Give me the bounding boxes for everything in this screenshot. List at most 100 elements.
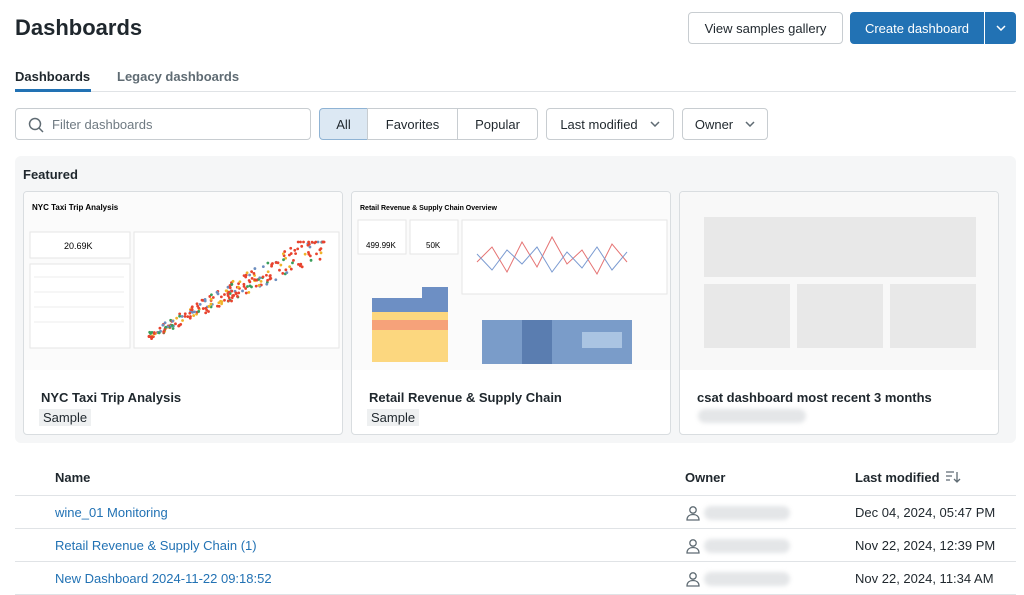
preview-dot [289,267,293,271]
preview-dot [171,319,175,323]
preview-dot [284,268,288,272]
owner-redacted [698,409,806,423]
preview-placeholder [680,192,998,370]
preview-dot [216,304,219,308]
preview-dot [288,265,292,269]
preview-dot [238,280,242,284]
preview-dot [150,337,153,341]
row-divider [15,528,1016,529]
preview-dot [201,307,205,310]
search-input[interactable]: Filter dashboards [15,108,311,140]
preview-dot [244,291,248,295]
featured-card[interactable]: NYC Taxi Trip Analysis 20.69K NYC Taxi T… [23,191,343,435]
preview-dot [244,273,248,277]
preview-dot [250,277,254,280]
preview-dot [237,291,241,295]
create-menu[interactable] [985,12,1016,44]
preview-dot [241,289,244,293]
preview-dot [278,268,281,272]
chevron [650,121,660,127]
row-divider [15,561,1016,562]
preview-dot [224,289,228,293]
card-title: Retail Revenue & Supply Chain [369,390,562,405]
preview-dot [174,322,177,326]
preview-dot [299,240,302,244]
featured-card[interactable]: csat dashboard most recent 3 months [679,191,999,435]
modified-date: Nov 22, 2024, 11:34 AM [855,571,994,586]
preview-dot [248,284,252,288]
preview-dot [177,324,181,328]
column-header[interactable]: Owner [685,470,726,485]
segment[interactable]: Favorites [367,108,458,140]
preview-dot [296,240,300,244]
preview-dot [147,335,151,339]
preview-dot [250,270,254,274]
preview-dot [309,258,313,262]
preview-dot [245,271,249,275]
owner-icon [685,571,701,587]
preview-dot [217,301,221,305]
create-button[interactable]: Create dashboard [850,12,984,44]
preview-dot [181,319,184,322]
preview-dot [195,302,199,306]
column-header[interactable]: Last modified [855,470,940,485]
preview-dot [313,241,317,245]
dashboard-link[interactable]: wine_01 Monitoring [55,505,168,520]
preview-dot [175,316,179,320]
preview-dot [265,273,268,277]
preview-dot [302,240,305,244]
preview-dot [300,244,304,248]
dropdown[interactable]: Owner [682,108,768,140]
preview-dot [289,246,293,250]
preview-dot [227,299,230,303]
user-icon [686,506,700,521]
preview-dot [244,287,248,290]
dashboard-link[interactable]: Retail Revenue & Supply Chain (1) [55,538,257,553]
preview-dot [281,252,285,256]
preview-dot [296,247,300,251]
preview-dot [306,243,310,247]
preview-dot [150,330,154,334]
preview-dot [216,292,220,296]
preview-dot [162,330,166,334]
preview-dot [236,285,240,289]
featured-card[interactable]: Retail Revenue & Supply Chain Overview 4… [351,191,671,435]
owner-redacted [704,506,790,520]
preview: Retail Revenue & Supply Chain Overview 4… [352,192,670,370]
preview-dot [207,304,211,308]
preview-dot [247,290,251,294]
preview-dot [170,324,174,327]
column-header[interactable]: Name [55,470,91,485]
preview-dot [307,240,311,244]
preview-dot [274,261,278,264]
segment[interactable]: All [319,108,368,140]
sort-icon[interactable] [945,470,961,484]
preview-kpi: 499.99K [366,241,396,250]
dashboard-link[interactable]: New Dashboard 2024-11-22 09:18:52 [55,571,272,586]
preview-dot [197,310,201,313]
chevron [745,121,755,127]
placeholder: Filter dashboards [52,116,153,132]
segment[interactable]: Popular [457,108,538,140]
preview-dot [192,314,196,317]
preview-dot [210,293,213,297]
preview-dot [298,264,302,268]
preview-dot [211,296,215,299]
preview-dot [308,245,312,249]
gallery-button[interactable]: View samples gallery [688,12,843,44]
dropdown[interactable]: Last modified [546,108,674,140]
preview-dot [266,278,269,282]
preview-dot [291,261,294,265]
user-icon [686,572,700,587]
tab[interactable]: Dashboards [15,69,91,84]
preview-dot [161,323,165,327]
chevron [995,25,1006,31]
preview: NYC Taxi Trip Analysis 20.69K [24,192,342,370]
tab[interactable]: Legacy dashboards [117,69,240,84]
preview-dot [242,284,246,288]
preview-dot [223,298,226,302]
owner-redacted [704,572,790,586]
preview-dot [190,305,194,309]
preview-dot [246,285,249,288]
preview-dot [303,252,307,256]
